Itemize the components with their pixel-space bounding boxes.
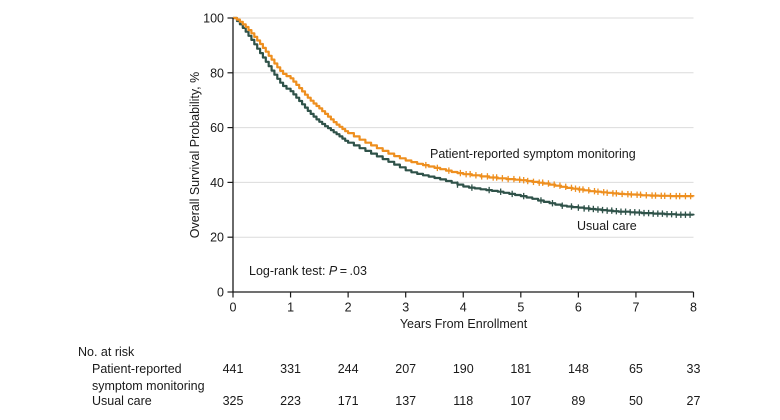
log-rank-annotation: Log-rank test: P = .03: [249, 264, 367, 278]
p-value-symbol: P: [328, 264, 338, 278]
log-rank-value: = .03: [337, 264, 367, 278]
y-tick-label: 40: [210, 176, 224, 190]
risk-row-label-usual-care: Usual care: [92, 394, 152, 408]
risk-count: 118: [453, 394, 474, 408]
survival-curves: [233, 16, 695, 218]
y-axis-title: Overall Survival Probability, %: [188, 71, 202, 239]
y-tick-label: 0: [217, 286, 224, 300]
y-tick-label: 80: [210, 66, 224, 80]
risk-row-label-monitoring-line1: Patient-reported: [92, 362, 182, 376]
series-label-usual-care: Usual care: [577, 219, 637, 233]
y-tick-label: 100: [203, 12, 224, 26]
y-tick-label: 60: [210, 121, 224, 135]
risk-count: 33: [686, 362, 701, 376]
risk-count: 148: [567, 362, 589, 376]
x-tick-label: 6: [575, 301, 582, 315]
x-tick-label: 2: [345, 301, 352, 315]
risk-count: 244: [337, 362, 359, 376]
risk-count: 89: [571, 394, 586, 408]
risk-counts-row-usual-care: 325 223 171 137 118 107 89 50 27: [0, 394, 780, 409]
x-tick-label: 5: [517, 301, 524, 315]
risk-count: 223: [280, 394, 301, 408]
x-tick-label: 7: [632, 301, 639, 315]
axes: [227, 17, 695, 298]
risk-count: 65: [628, 362, 643, 376]
risk-count: 171: [337, 394, 359, 408]
risk-count: 331: [280, 362, 301, 376]
risk-count: 190: [452, 362, 474, 376]
x-tick-label: 1: [287, 301, 294, 315]
survival-curve-usual-care: [233, 16, 695, 216]
risk-count: 107: [510, 394, 532, 408]
risk-row-label-monitoring-line2: symptom monitoring: [92, 379, 205, 393]
risk-count: 50: [628, 394, 643, 408]
x-axis-title: Years From Enrollment: [399, 317, 528, 331]
y-tick-label: 20: [210, 231, 224, 245]
x-tick-label: 8: [690, 301, 697, 315]
risk-count: 27: [686, 394, 701, 408]
risk-count: 441: [222, 362, 244, 376]
series-label-symptom-monitoring: Patient-reported symptom monitoring: [430, 147, 636, 161]
risk-count: 137: [395, 394, 417, 408]
x-tick-label: 4: [460, 301, 467, 315]
tick-labels: 0 20 40 60 80 100 0 1 2 3 4 5 6 7 8: [203, 12, 697, 315]
risk-count: 181: [510, 362, 532, 376]
gridlines: [233, 17, 694, 238]
risk-count: 207: [395, 362, 417, 376]
log-rank-prefix: Log-rank test:: [249, 264, 329, 278]
risk-table-title: No. at risk: [78, 345, 135, 359]
x-tick-label: 0: [230, 301, 237, 315]
survival-curve-monitoring: [233, 16, 695, 198]
risk-count: 325: [222, 394, 244, 408]
x-tick-label: 3: [402, 301, 409, 315]
risk-counts-row-monitoring: 441 331 244 207 190 181 148 65 33: [0, 362, 780, 377]
